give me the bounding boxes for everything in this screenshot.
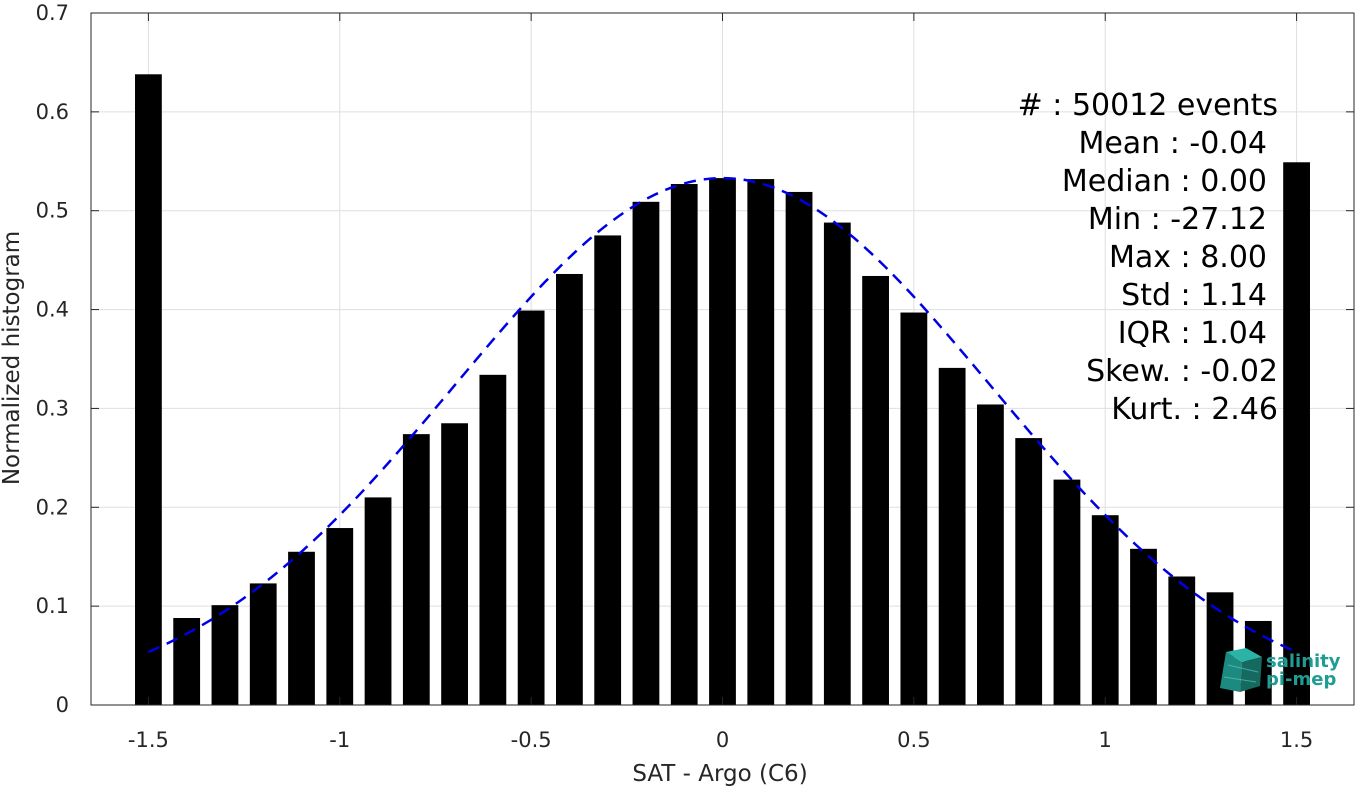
x-tick-label: -1.5 (128, 728, 169, 752)
logo-line1: salinity (1266, 651, 1341, 672)
x-tick-label: 0 (716, 728, 729, 752)
stats-iqr: IQR : 1.04 (1118, 316, 1267, 351)
histogram-bar (1130, 548, 1157, 705)
gaussian-fit-curve (147, 176, 1298, 654)
x-tick-label: -1 (329, 728, 350, 752)
histogram-bar (211, 605, 239, 705)
histogram-bar (823, 222, 851, 705)
histogram-bar (556, 273, 583, 705)
stats-median: Median : 0.00 (1062, 164, 1267, 199)
histogram-bar (288, 551, 315, 705)
stats-std: Std : 1.14 (1121, 278, 1267, 313)
histogram-bar (173, 618, 201, 705)
x-tick-label: 1 (1099, 728, 1112, 752)
histogram-bar (977, 404, 1004, 705)
x-tick-label: -0.5 (511, 728, 552, 752)
y-tick-label: 0.4 (36, 298, 69, 322)
y-tick-label: 0 (56, 693, 69, 717)
histogram-bar (249, 583, 277, 705)
histogram-bar (135, 74, 162, 705)
x-axis-title: SAT - Argo (C6) (632, 761, 807, 787)
histogram-bar (1015, 438, 1043, 705)
stats-skew: Skew. : -0.02 (1086, 354, 1278, 389)
y-tick-label: 0.1 (36, 594, 69, 618)
y-axis-title: Normalized histogram (0, 231, 25, 485)
histogram-bar (517, 310, 545, 705)
histogram-bar (900, 312, 928, 705)
y-tick-label: 0.6 (36, 100, 69, 124)
histogram-bars (135, 74, 1310, 706)
x-tick-label: 1.5 (1280, 728, 1313, 752)
histogram-bar (862, 275, 889, 705)
stats-mean: Mean : -0.04 (1078, 126, 1267, 161)
salinity-pimep-logo: salinity pi-mep (1220, 648, 1341, 692)
histogram-bar (785, 191, 813, 706)
histogram-bar (1091, 515, 1119, 705)
histogram-bar (441, 423, 468, 705)
x-tick-labels: -1.5 -1 -0.5 0 0.5 1 1.5 (128, 728, 1313, 752)
y-tick-label: 0.7 (36, 1, 69, 25)
histogram-bar (670, 184, 698, 706)
y-tick-label: 0.3 (36, 396, 69, 420)
x-tick-label: 0.5 (897, 728, 930, 752)
histogram-bar (1053, 479, 1081, 705)
histogram-bar (709, 178, 736, 705)
histogram-bar (938, 367, 966, 705)
stats-events: # : 50012 events (1018, 88, 1278, 123)
y-tick-label: 0.2 (36, 495, 69, 519)
stats-kurt: Kurt. : 2.46 (1111, 392, 1278, 427)
stats-annotation: # : 50012 events Mean : -0.04 Median : 0… (1018, 88, 1278, 427)
logo-line2: pi-mep (1266, 669, 1336, 690)
histogram-bar (402, 434, 430, 705)
histogram-bar (326, 528, 354, 705)
cube-logo-icon (1220, 648, 1262, 692)
histogram-bar (1283, 162, 1310, 705)
histogram-bar (747, 179, 775, 705)
histogram-bar (1168, 576, 1196, 705)
axis-ticks (91, 12, 1354, 706)
stats-max: Max : 8.00 (1109, 240, 1267, 275)
y-tick-label: 0.5 (36, 199, 69, 223)
histogram-bar (632, 201, 660, 705)
y-tick-labels: 0 0.1 0.2 0.3 0.4 0.5 0.6 0.7 (36, 1, 69, 717)
histogram-bar (594, 235, 622, 705)
histogram-bar (364, 497, 392, 705)
stats-min: Min : -27.12 (1088, 202, 1267, 237)
histogram-bar (479, 374, 507, 705)
